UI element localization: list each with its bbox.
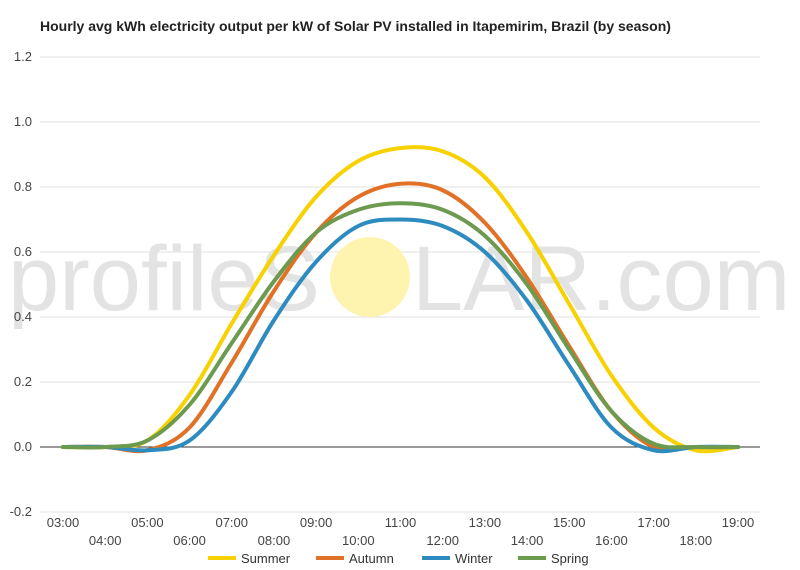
x-tick-label: 10:00 xyxy=(342,533,375,548)
legend-label-autumn: Autumn xyxy=(349,551,394,566)
watermark: profileS LAR.com xyxy=(8,228,790,330)
legend: Summer Autumn Winter Spring xyxy=(208,551,589,566)
x-tick-label: 12:00 xyxy=(426,533,459,548)
legend-label-summer: Summer xyxy=(241,551,291,566)
x-tick-label: 15:00 xyxy=(553,515,586,530)
series-lines xyxy=(61,145,740,454)
y-axis: -0.2 0.0 0.2 0.4 0.6 0.8 1.0 1.2 xyxy=(10,49,32,519)
x-tick-label: 07:00 xyxy=(215,515,248,530)
y-tick-label: -0.2 xyxy=(10,504,32,519)
y-tick-label: 1.0 xyxy=(14,114,32,129)
watermark-text-right: LAR.com xyxy=(412,228,790,330)
x-tick-label: 04:00 xyxy=(89,533,122,548)
y-tick-label: 0.4 xyxy=(14,309,32,324)
x-tick-label: 18:00 xyxy=(680,533,713,548)
x-tick-label: 16:00 xyxy=(595,533,628,548)
x-axis: 03:00 04:00 05:00 06:00 07:00 08:00 09:00 10:00… xyxy=(47,515,755,548)
x-tick-label: 11:00 xyxy=(385,515,417,530)
x-tick-label: 08:00 xyxy=(258,533,291,548)
y-tick-label: 1.2 xyxy=(14,49,32,64)
watermark-sun xyxy=(330,237,410,317)
x-tick-label: 03:00 xyxy=(47,515,80,530)
legend-label-spring: Spring xyxy=(551,551,589,566)
x-tick-label: 19:00 xyxy=(722,515,755,530)
x-tick-label: 13:00 xyxy=(469,515,502,530)
x-tick-label: 09:00 xyxy=(300,515,333,530)
chart-title: Hourly avg kWh electricity output per kW… xyxy=(40,18,671,34)
y-tick-label: 0.8 xyxy=(14,179,32,194)
x-tick-label: 06:00 xyxy=(173,533,206,548)
x-tick-label: 14:00 xyxy=(511,533,544,548)
series-line-winter xyxy=(61,217,740,454)
y-tick-label: 0.0 xyxy=(14,439,32,454)
watermark-text-left: profileS xyxy=(8,228,320,330)
y-tick-label: 0.2 xyxy=(14,374,32,389)
x-tick-label: 05:00 xyxy=(131,515,164,530)
x-tick-label: 17:00 xyxy=(637,515,670,530)
y-tick-label: 0.6 xyxy=(14,244,32,259)
series-line-spring xyxy=(61,201,740,450)
legend-label-winter: Winter xyxy=(455,551,493,566)
series-line-summer xyxy=(61,145,740,454)
